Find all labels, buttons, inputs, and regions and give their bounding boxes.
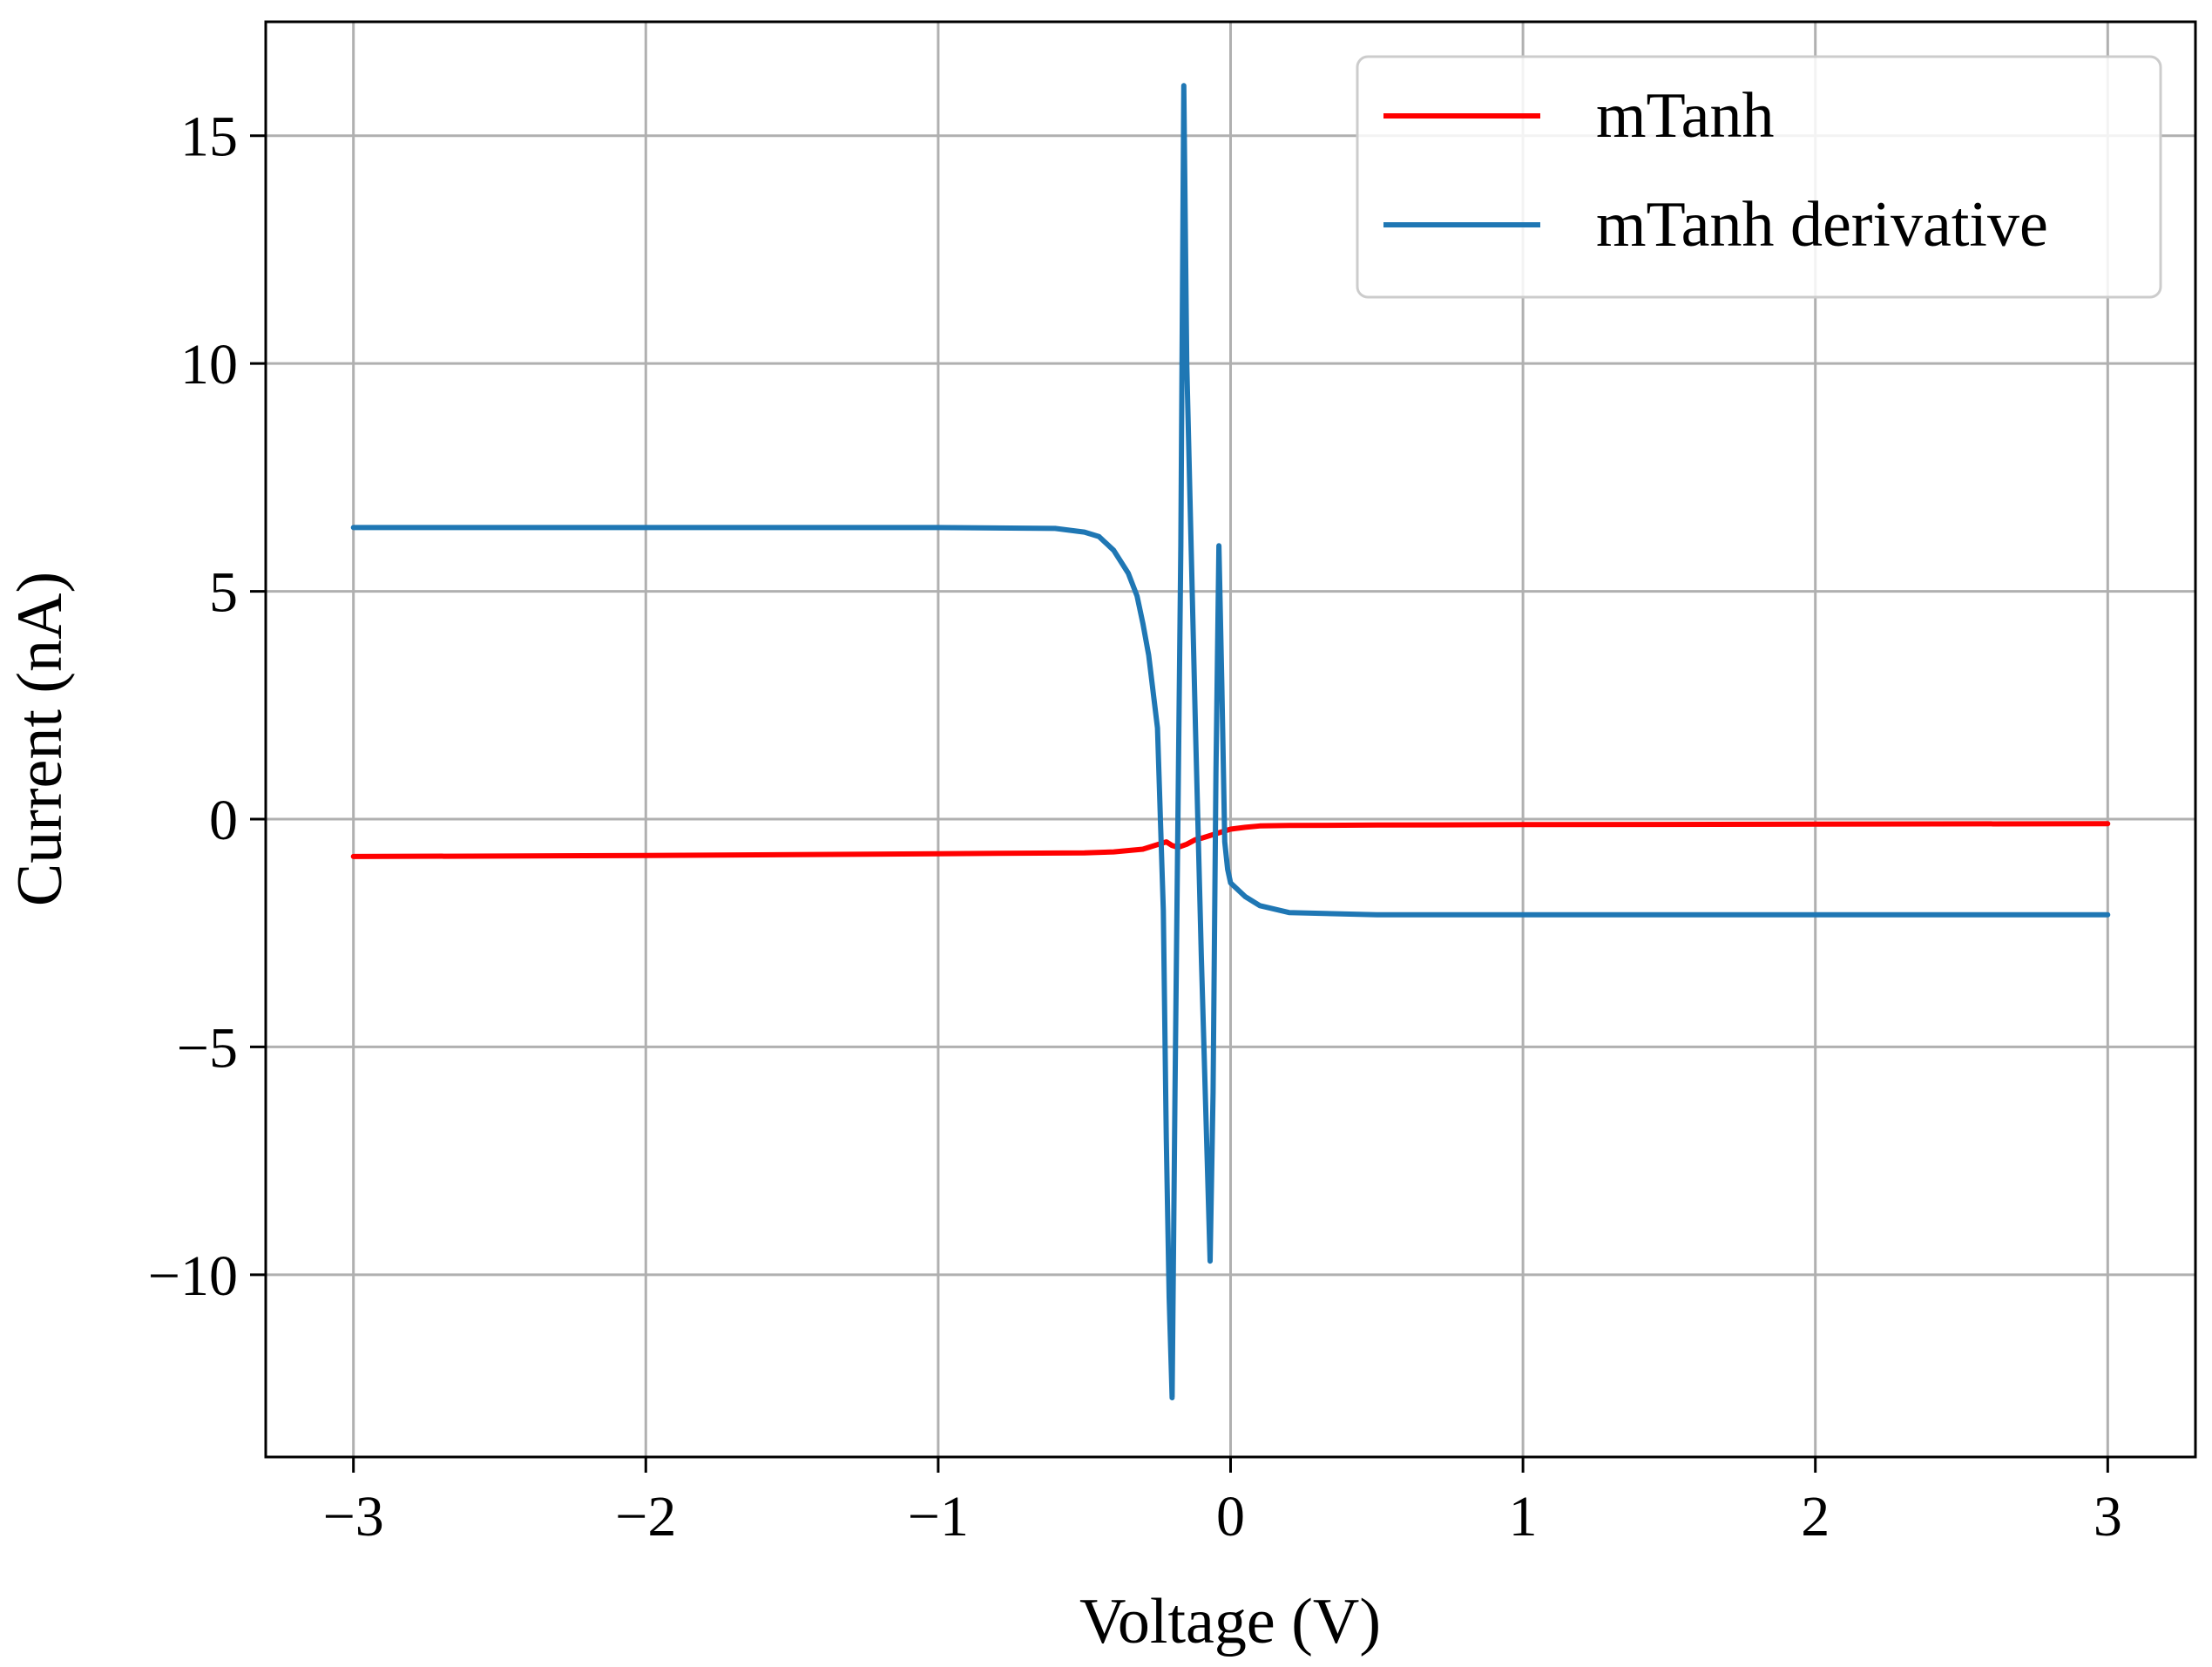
- legend-label-mtanh-derivative: mTanh derivative: [1596, 189, 2048, 261]
- x-tick-label: 3: [2094, 1485, 2122, 1548]
- y-tick-label: 5: [209, 561, 238, 625]
- x-tick-label: 0: [1216, 1485, 1245, 1548]
- x-tick-labels: −3 −2 −1 0 1 2 3: [323, 1485, 2122, 1548]
- grid: [266, 22, 2195, 1457]
- x-tick-label: −1: [908, 1485, 969, 1548]
- x-tick-label: 1: [1509, 1485, 1538, 1548]
- x-tick-label: −3: [323, 1485, 384, 1548]
- y-tick-label: −10: [148, 1244, 238, 1308]
- x-axis-label: Voltage (V): [1079, 1586, 1381, 1657]
- series-line-mtanh-derivative: [350, 83, 2111, 1400]
- legend-label-mtanh: mTanh: [1596, 80, 1774, 152]
- series-group: [350, 83, 2111, 1400]
- y-tick-labels: −10 −5 0 5 10 15: [148, 105, 238, 1308]
- y-tick-label: −5: [177, 1016, 238, 1080]
- legend: mTanh mTanh derivative: [1356, 55, 2162, 299]
- y-tick-label: 0: [209, 789, 238, 852]
- y-tick-label: 10: [180, 333, 238, 396]
- y-axis-label: Current (nA): [4, 572, 76, 906]
- x-tick-label: 2: [1801, 1485, 1830, 1548]
- ticks: [250, 134, 2109, 1473]
- legend-box: [1356, 55, 2162, 299]
- y-tick-label: 15: [180, 105, 238, 169]
- x-tick-label: −2: [615, 1485, 676, 1548]
